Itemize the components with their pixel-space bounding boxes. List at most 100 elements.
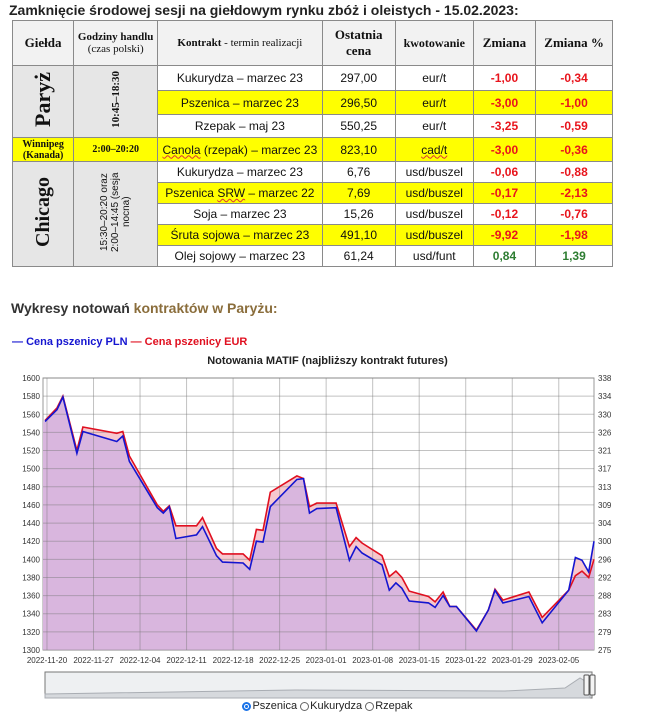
unit-cell: eur/t <box>394 65 474 91</box>
y-right-tick-label: 338 <box>598 374 612 383</box>
chart-legend: — Cena pszenicy PLN — Cena pszenicy EUR <box>12 336 247 348</box>
y-right-tick-label: 288 <box>598 592 612 601</box>
quotes-table: Giełda Godziny handlu (czas polski) Kontr… <box>11 20 613 267</box>
hours-paris: 10:45–18:30 <box>73 65 159 138</box>
radio-dot <box>300 701 310 711</box>
y-left-tick-label: 1500 <box>22 465 40 474</box>
exchange-winnipeg-label: Winnipeg <box>22 138 64 150</box>
navigator-handle-left[interactable] <box>583 674 590 696</box>
x-tick-label: 2022-12-04 <box>120 656 161 665</box>
y-left-tick-label: 1460 <box>22 501 40 510</box>
series-line-pln <box>44 394 595 633</box>
y-right-tick-label: 279 <box>598 628 612 637</box>
price-cell: 61,24 <box>321 245 396 267</box>
legend-item-pln[interactable]: — Cena pszenicy PLN <box>12 336 128 348</box>
radio-pszenica[interactable]: Pszenica <box>242 700 297 712</box>
price-cell: 550,25 <box>321 114 396 138</box>
legend-label-pln: Cena pszenicy PLN <box>26 336 128 348</box>
x-tick-label: 2022-12-18 <box>213 656 254 665</box>
y-right-tick-label: 317 <box>598 465 612 474</box>
y-left-tick-label: 1360 <box>22 592 40 601</box>
radio-kukurydza[interactable]: Kukurydza <box>300 700 362 712</box>
x-tick-label: 2022-12-11 <box>166 656 207 665</box>
contract-cell-part: Canola <box>162 142 201 157</box>
x-tick-label: 2023-01-15 <box>399 656 440 665</box>
change-pct-cell: 1,39 <box>535 245 613 267</box>
y-left-tick-label: 1320 <box>22 628 40 637</box>
contract-cell-part: – marzec 22 <box>245 186 315 200</box>
table-row: Winnipeg (Kanada) 2:00–20:20 Canola (rzep… <box>11 137 613 162</box>
radio-label: Pszenica <box>252 700 298 712</box>
exchange-chicago: Chicago <box>11 161 75 267</box>
chart-title: Notowania MATIF (najbliższy kontrakt fut… <box>207 355 448 367</box>
y-left-tick-label: 1480 <box>22 483 40 492</box>
contract-cell: Olej sojowy – marzec 23 <box>157 245 323 267</box>
page-heading: Zamknięcie środowej sesji na giełdowym r… <box>9 2 519 18</box>
radio-label: Kukurydza <box>310 700 363 712</box>
series-area <box>43 397 594 650</box>
x-tick-label: 2023-02-05 <box>538 656 579 665</box>
section-title: Wykresy notowań kontraktów w Paryżu: <box>11 300 278 316</box>
hours-chicago: 15:30–20:20 oraz 2:00–14:45 (sesja nocna… <box>73 161 159 267</box>
unit-cell: eur/t <box>394 90 474 115</box>
navigator-series <box>44 677 591 699</box>
section-title-b: kontraktów w Paryżu: <box>133 300 278 316</box>
y-right-tick-label: 296 <box>598 555 612 564</box>
radio-rzepak[interactable]: Rzepak <box>365 700 413 712</box>
y-right-tick-label: 313 <box>598 483 612 492</box>
legend-item-eur[interactable]: — Cena pszenicy EUR <box>130 336 248 348</box>
y-right-tick-label: 309 <box>598 501 612 510</box>
contract-cell: Canola (rzepak) – marzec 23 <box>157 137 323 162</box>
header-quote: kwotowanie <box>394 20 474 66</box>
x-tick-label: 2023-01-01 <box>306 656 347 665</box>
header-price-2: cena <box>346 43 372 58</box>
change-pct-cell: -0,34 <box>535 65 613 91</box>
y-right-tick-label: 275 <box>598 646 612 655</box>
radio-label: Rzepak <box>375 700 413 712</box>
navigator-handle-right[interactable] <box>589 674 596 696</box>
y-left-tick-label: 1580 <box>22 392 40 401</box>
contract-cell: Pszenica – marzec 23 <box>157 90 323 115</box>
y-left-tick-label: 1300 <box>22 646 40 655</box>
change-cell: -3,00 <box>472 90 537 115</box>
y-left-tick-label: 1400 <box>22 555 40 564</box>
table-row: Śruta sojowa – marzec 23 491,10 usd/busz… <box>13 224 613 246</box>
table-row: Chicago 15:30–20:20 oraz 2:00–14:45 (ses… <box>11 161 613 267</box>
change-cell: -3,00 <box>472 137 537 162</box>
change-pct-cell: -1,00 <box>535 90 613 115</box>
unit-cell: usd/funt <box>394 245 474 267</box>
header-change: Zmiana <box>472 20 537 66</box>
change-cell: -0,06 <box>472 161 537 183</box>
change-cell: -0,17 <box>472 182 537 204</box>
price-cell: 6,76 <box>321 161 396 183</box>
contract-cell-part: (rzepak) – marzec 23 <box>200 142 318 157</box>
x-tick-label: 2023-01-22 <box>445 656 486 665</box>
header-exchange: Giełda <box>11 20 75 66</box>
radio-dot <box>242 701 252 711</box>
y-left-tick-label: 1340 <box>22 610 40 619</box>
x-tick-label: 2023-01-29 <box>492 656 533 665</box>
change-pct-cell: -0,88 <box>535 161 613 183</box>
contract-cell: Rzepak – maj 23 <box>157 114 323 138</box>
price-cell: 296,50 <box>321 90 396 115</box>
price-cell: 7,69 <box>321 182 396 204</box>
table-row: Olej sojowy – marzec 23 61,24 usd/funt 0… <box>13 245 613 267</box>
hours-winnipeg: 2:00–20:20 <box>73 137 159 162</box>
y-left-tick-label: 1440 <box>22 519 40 528</box>
unit-label: cad/t <box>421 142 448 157</box>
contract-cell: Kukurydza – marzec 23 <box>157 65 323 91</box>
header-contract-label: Kontrakt <box>177 37 222 49</box>
y-left-tick-label: 1380 <box>22 573 40 582</box>
contract-cell: Śruta sojowa – marzec 23 <box>157 224 323 246</box>
header-change-pct: Zmiana % <box>535 20 613 66</box>
y-left-tick-label: 1520 <box>22 447 40 456</box>
price-cell: 491,10 <box>321 224 396 246</box>
x-tick-label: 2022-11-20 <box>27 656 68 665</box>
x-tick-label: 2022-12-25 <box>259 656 300 665</box>
y-right-tick-label: 334 <box>598 392 612 401</box>
commodity-radio-group: Pszenica Kukurydza Rzepak <box>0 700 655 714</box>
y-right-tick-label: 292 <box>598 573 612 582</box>
header-hours: Godziny handlu (czas polski) <box>73 20 159 66</box>
header-price: Ostatnia cena <box>321 20 396 66</box>
